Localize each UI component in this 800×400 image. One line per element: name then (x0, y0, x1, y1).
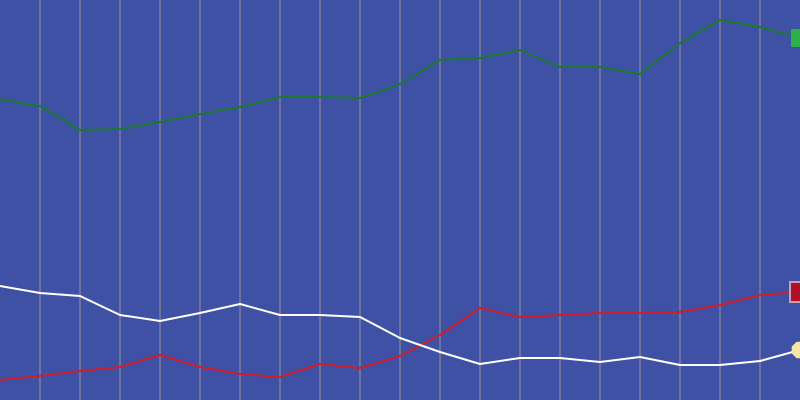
series-line-3 (0, 285, 800, 366)
series-end-marker-2 (789, 281, 800, 303)
series-group (0, 19, 800, 381)
vertical-gridlines (39, 0, 761, 400)
end-markers (789, 29, 800, 359)
series-line-2 (0, 291, 800, 381)
series-end-marker-3 (791, 341, 800, 359)
series-line-1 (0, 19, 800, 131)
series-end-marker-1 (791, 29, 800, 47)
